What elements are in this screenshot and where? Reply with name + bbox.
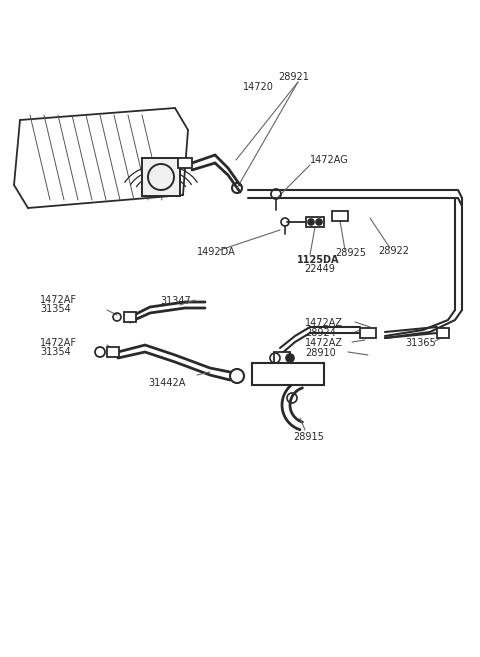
Text: CANISTER: CANISTER xyxy=(263,371,313,380)
Bar xyxy=(252,363,324,385)
Bar xyxy=(274,352,290,364)
Text: 31365: 31365 xyxy=(405,338,436,348)
Circle shape xyxy=(308,219,314,225)
Text: 1472AF: 1472AF xyxy=(40,338,77,348)
Text: 1472AF: 1472AF xyxy=(40,295,77,305)
Bar xyxy=(332,211,348,221)
Bar xyxy=(178,158,192,168)
Text: 31354: 31354 xyxy=(40,347,71,357)
Bar xyxy=(437,328,449,338)
Bar xyxy=(142,158,180,196)
Text: 28910: 28910 xyxy=(305,348,336,358)
Text: 1125DA: 1125DA xyxy=(297,255,339,265)
Bar xyxy=(306,217,324,227)
Circle shape xyxy=(286,354,294,362)
Bar xyxy=(124,312,136,322)
Text: 22449: 22449 xyxy=(304,264,335,274)
Text: 1492DA: 1492DA xyxy=(197,247,236,257)
Text: 14720: 14720 xyxy=(243,82,274,92)
Text: 28921: 28921 xyxy=(278,72,309,82)
Text: 31354: 31354 xyxy=(40,304,71,314)
Text: 1472AZ: 1472AZ xyxy=(305,318,343,328)
Text: 28925: 28925 xyxy=(335,248,366,258)
Text: 1472AZ: 1472AZ xyxy=(305,338,343,348)
Circle shape xyxy=(316,219,322,225)
Bar xyxy=(360,328,376,338)
Text: 31442A: 31442A xyxy=(148,378,185,388)
Text: 28924: 28924 xyxy=(305,328,336,338)
Text: 28915: 28915 xyxy=(293,432,324,442)
Text: 28922: 28922 xyxy=(378,246,409,256)
Text: 1472AG: 1472AG xyxy=(310,155,349,165)
Bar xyxy=(107,347,119,357)
Text: 31347: 31347 xyxy=(160,296,191,306)
Circle shape xyxy=(178,159,186,167)
